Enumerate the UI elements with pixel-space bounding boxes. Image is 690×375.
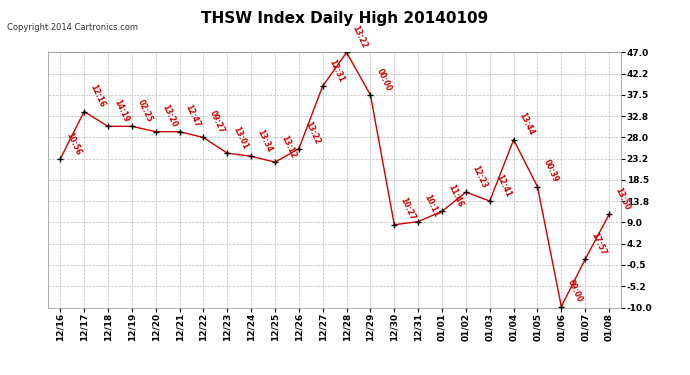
Text: 12:23: 12:23 [470,164,489,189]
Text: 13:44: 13:44 [518,111,536,137]
Text: 17:57: 17:57 [589,231,608,256]
Text: 09:00: 09:00 [566,278,584,304]
Text: 09:27: 09:27 [208,109,226,135]
Text: THSW  (°F): THSW (°F) [591,30,651,40]
Text: 13:01: 13:01 [231,125,250,150]
Text: THSW Index Daily High 20140109: THSW Index Daily High 20140109 [201,11,489,26]
Text: 13:20: 13:20 [160,103,178,129]
Text: 10:27: 10:27 [398,196,417,222]
Text: 00:39: 00:39 [542,158,560,184]
Text: 12:47: 12:47 [184,103,202,129]
Text: 11:46: 11:46 [446,183,464,209]
Text: 13:50: 13:50 [613,186,631,211]
Text: 02:25: 02:25 [136,98,155,123]
Text: 12:31: 12:31 [327,58,345,83]
Text: 12:16: 12:16 [88,83,107,109]
Text: 00:00: 00:00 [375,66,393,92]
Text: 10:11: 10:11 [422,193,441,219]
Text: 13:22: 13:22 [303,120,322,146]
Text: 10:56: 10:56 [64,130,83,156]
Text: 13:22: 13:22 [351,24,369,50]
Text: 13:34: 13:34 [255,128,274,153]
Text: 13:12: 13:12 [279,134,297,159]
Text: Copyright 2014 Cartronics.com: Copyright 2014 Cartronics.com [7,22,138,32]
Text: 14:19: 14:19 [112,98,130,123]
Text: 12:41: 12:41 [494,172,512,198]
